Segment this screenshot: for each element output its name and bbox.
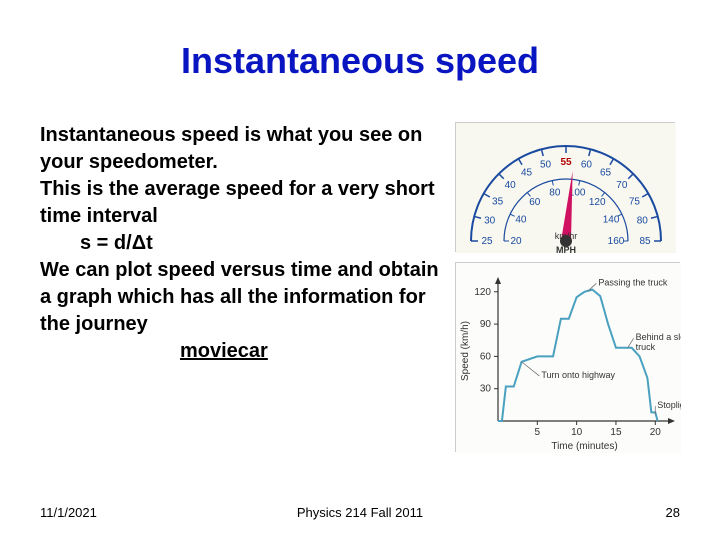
svg-text:120: 120 [589,197,606,208]
slide-title: Instantaneous speed [40,40,680,82]
body-text-column: Instantaneous speed is what you see on y… [40,122,440,452]
svg-text:30: 30 [480,384,492,395]
svg-text:Speed (km/h): Speed (km/h) [460,321,471,381]
para-3: We can plot speed versus time and obtain… [40,257,440,338]
svg-text:km/hr: km/hr [555,231,578,241]
svg-text:50: 50 [540,160,552,171]
svg-text:75: 75 [629,197,641,208]
svg-text:Behind a slow truck: Behind a slow truck [636,332,681,342]
svg-text:160: 160 [608,236,625,247]
slide-footer: 11/1/2021 Physics 214 Fall 2011 28 [40,505,680,520]
footer-date: 11/1/2021 [40,505,97,520]
svg-text:45: 45 [521,168,533,179]
svg-text:80: 80 [637,216,649,227]
svg-text:90: 90 [480,319,492,330]
svg-text:65: 65 [600,168,612,179]
svg-text:10: 10 [571,427,583,438]
equation: s = d/Δt [40,230,440,257]
svg-text:15: 15 [610,427,622,438]
svg-text:85: 85 [639,236,651,247]
svg-text:55: 55 [560,157,572,168]
svg-text:60: 60 [581,160,593,171]
svg-text:30: 30 [484,216,496,227]
para-2: This is the average speed for a very sho… [40,176,440,230]
speed-time-chart: 30 60 90 120 5 10 15 20 Time (minutes) Speed (km/… [455,262,680,452]
svg-text:70: 70 [616,180,628,191]
svg-text:Stoplight: Stoplight [657,400,681,410]
moviecar-link[interactable]: moviecar [40,338,268,365]
footer-page: 28 [666,505,680,520]
para-1: Instantaneous speed is what you see on y… [40,122,440,176]
speedometer-figure: 2530354045505560657075808520406080100120… [455,122,675,252]
svg-text:truck: truck [636,342,656,352]
svg-text:5: 5 [535,427,541,438]
svg-text:MPH: MPH [556,245,576,253]
svg-text:25: 25 [481,236,493,247]
svg-text:60: 60 [529,197,541,208]
footer-course: Physics 214 Fall 2011 [297,505,423,520]
svg-text:40: 40 [505,180,517,191]
svg-text:20: 20 [650,427,662,438]
svg-text:60: 60 [480,351,492,362]
svg-text:Passing the truck: Passing the truck [598,277,668,287]
svg-text:120: 120 [474,287,491,298]
svg-text:20: 20 [510,236,522,247]
svg-text:40: 40 [515,214,527,225]
svg-text:80: 80 [549,187,561,198]
svg-text:Time (minutes): Time (minutes) [551,441,617,452]
svg-text:Turn onto highway: Turn onto highway [541,370,615,380]
svg-text:35: 35 [492,197,504,208]
